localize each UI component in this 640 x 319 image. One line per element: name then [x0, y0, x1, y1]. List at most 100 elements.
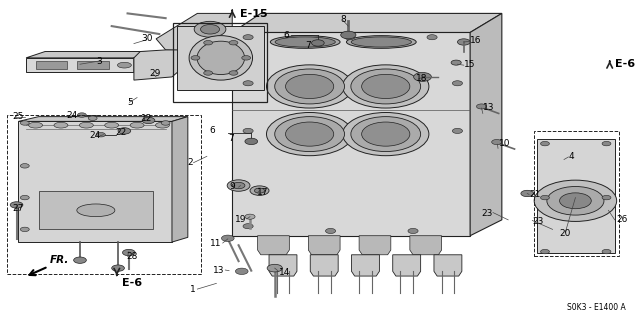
Bar [77, 61, 109, 69]
Text: 21: 21 [529, 190, 541, 199]
Polygon shape [177, 26, 264, 90]
Circle shape [204, 41, 212, 45]
Text: 2: 2 [188, 158, 193, 167]
Circle shape [266, 113, 353, 156]
Circle shape [344, 35, 355, 40]
Ellipse shape [105, 122, 118, 128]
Polygon shape [351, 255, 380, 276]
Circle shape [312, 40, 324, 46]
Circle shape [351, 69, 420, 104]
Circle shape [255, 188, 264, 193]
Circle shape [243, 81, 253, 86]
Circle shape [250, 186, 269, 196]
Polygon shape [134, 51, 153, 72]
Circle shape [541, 141, 549, 146]
Text: 26: 26 [616, 215, 627, 224]
Circle shape [194, 21, 226, 37]
Circle shape [20, 227, 29, 232]
Circle shape [77, 113, 86, 117]
Circle shape [326, 228, 335, 234]
Circle shape [476, 104, 486, 109]
Text: S0K3 - E1400 A: S0K3 - E1400 A [567, 303, 625, 312]
Ellipse shape [156, 122, 170, 128]
Polygon shape [537, 139, 615, 253]
Ellipse shape [117, 62, 131, 68]
Circle shape [112, 265, 124, 271]
Text: E-6: E-6 [122, 278, 142, 288]
Text: 6: 6 [209, 126, 215, 135]
Circle shape [413, 72, 431, 81]
Circle shape [452, 81, 463, 86]
Circle shape [245, 214, 255, 219]
Circle shape [20, 196, 29, 200]
Text: 9: 9 [230, 182, 236, 191]
Circle shape [451, 60, 461, 65]
Text: E-15: E-15 [240, 9, 268, 19]
Polygon shape [310, 255, 338, 276]
Circle shape [161, 121, 170, 125]
Text: 5: 5 [127, 98, 133, 107]
Polygon shape [232, 33, 470, 236]
Ellipse shape [346, 36, 416, 48]
Circle shape [427, 35, 437, 40]
Circle shape [142, 117, 155, 123]
Circle shape [97, 132, 106, 137]
Ellipse shape [29, 122, 43, 128]
Text: 22: 22 [116, 128, 127, 137]
Text: FR.: FR. [50, 255, 70, 265]
Circle shape [74, 257, 86, 263]
Polygon shape [134, 50, 204, 80]
Text: 8: 8 [340, 15, 346, 24]
Circle shape [118, 128, 131, 134]
Bar [534, 131, 619, 256]
Text: 30: 30 [141, 34, 152, 43]
Bar [36, 61, 67, 69]
Ellipse shape [54, 122, 68, 128]
Polygon shape [172, 117, 188, 242]
Circle shape [242, 56, 251, 60]
Text: 7: 7 [305, 41, 311, 50]
Text: 19: 19 [236, 215, 247, 224]
Text: 10: 10 [499, 139, 510, 148]
Ellipse shape [189, 36, 253, 80]
Bar [7, 115, 200, 274]
Text: 4: 4 [568, 152, 574, 161]
Circle shape [227, 180, 250, 191]
Circle shape [340, 31, 356, 39]
Circle shape [408, 228, 418, 234]
Ellipse shape [79, 122, 93, 128]
Circle shape [492, 139, 502, 145]
Circle shape [342, 65, 429, 108]
Circle shape [221, 235, 234, 241]
Polygon shape [269, 255, 297, 276]
Circle shape [541, 249, 549, 254]
Ellipse shape [130, 122, 144, 128]
Circle shape [452, 128, 463, 133]
Polygon shape [26, 58, 134, 72]
Text: 14: 14 [278, 268, 290, 277]
Circle shape [602, 196, 611, 200]
Circle shape [229, 71, 238, 75]
Polygon shape [19, 122, 172, 242]
Circle shape [458, 39, 470, 45]
Polygon shape [434, 255, 462, 276]
Text: 1: 1 [190, 285, 196, 294]
Circle shape [122, 249, 135, 256]
Text: 24: 24 [89, 131, 100, 140]
Circle shape [243, 35, 253, 40]
Text: 11: 11 [210, 239, 221, 248]
Circle shape [20, 164, 29, 168]
Circle shape [191, 56, 200, 60]
Polygon shape [410, 236, 442, 255]
Polygon shape [156, 13, 232, 51]
Text: 13: 13 [212, 266, 224, 275]
Text: 24: 24 [67, 111, 78, 120]
Polygon shape [308, 236, 340, 255]
Text: 29: 29 [150, 69, 161, 78]
Text: 23: 23 [481, 209, 492, 218]
Circle shape [243, 224, 253, 229]
Circle shape [351, 117, 420, 152]
Text: 6: 6 [284, 31, 289, 40]
Text: 16: 16 [470, 36, 482, 45]
Circle shape [20, 121, 29, 125]
